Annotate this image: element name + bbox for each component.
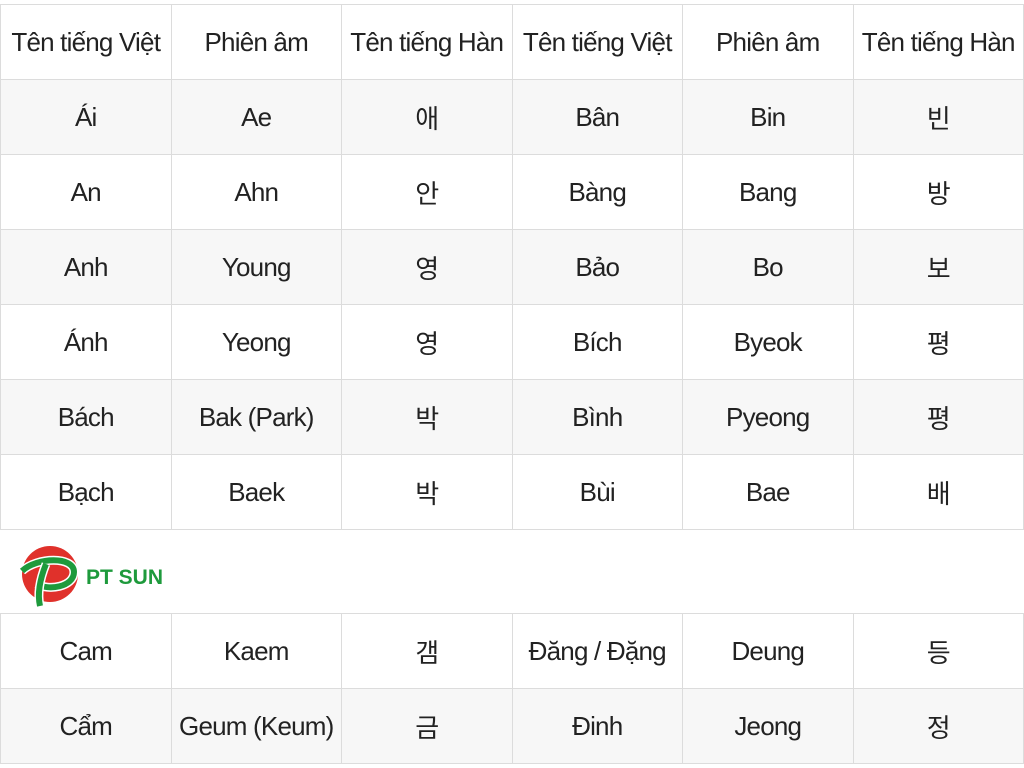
table-cell: 애: [341, 79, 513, 155]
table-cell: 박: [341, 454, 513, 530]
table-cell: Bàng: [511, 154, 683, 230]
logo-text: PT SUN: [86, 566, 163, 589]
table-cell: Đinh: [511, 688, 683, 764]
column-header: Tên tiếng Hàn: [852, 4, 1024, 80]
table-cell: Đăng / Đặng: [511, 613, 683, 689]
table-row: Cẩm Geum (Keum) 금 Đinh Jeong 정: [0, 688, 1024, 764]
table-cell: Baek: [170, 454, 342, 530]
column-header: Tên tiếng Hàn: [341, 4, 513, 80]
table-row: Bách Bak (Park) 박 Bình Pyeong 평: [0, 379, 1024, 455]
name-table-2: Cam Kaem 갬 Đăng / Đặng Deung 등 Cẩm Geum (Keum) 금…: [0, 613, 1024, 764]
table-cell: Bảo: [511, 229, 683, 305]
table-cell: Pyeong: [682, 379, 854, 455]
table-cell: 금: [341, 688, 513, 764]
table-cell: Bang: [682, 154, 854, 230]
table-cell: Ae: [170, 79, 342, 155]
table-cell: 영: [341, 229, 513, 305]
column-header: Tên tiếng Việt: [0, 4, 172, 80]
column-header: Phiên âm: [170, 4, 342, 80]
table-cell: Deung: [682, 613, 854, 689]
table-cell: Bân: [511, 79, 683, 155]
table-cell: 평: [852, 304, 1024, 380]
table-cell: Bình: [511, 379, 683, 455]
table-cell: Bin: [682, 79, 854, 155]
table-cell: Yeong: [170, 304, 342, 380]
table-cell: Ái: [0, 79, 172, 155]
column-header: Tên tiếng Việt: [511, 4, 683, 80]
table-cell: Bích: [511, 304, 683, 380]
table-cell: 평: [852, 379, 1024, 455]
table-row: An Ahn 안 Bàng Bang 방: [0, 154, 1024, 230]
table-cell: Jeong: [682, 688, 854, 764]
table-cell: Young: [170, 229, 342, 305]
table-cell: 박: [341, 379, 513, 455]
table-cell: Bách: [0, 379, 172, 455]
table-row: Anh Young 영 Bảo Bo 보: [0, 229, 1024, 305]
table-cell: 정: [852, 688, 1024, 764]
table-cell: Cam: [0, 613, 172, 689]
table-cell: Ánh: [0, 304, 172, 380]
table-cell: 갬: [341, 613, 513, 689]
table-cell: 등: [852, 613, 1024, 689]
table-cell: Kaem: [170, 613, 342, 689]
table-cell: 배: [852, 454, 1024, 530]
table-cell: 영: [341, 304, 513, 380]
table-cell: Bạch: [0, 454, 172, 530]
table-cell: 안: [341, 154, 513, 230]
table-row: Ánh Yeong 영 Bích Byeok 평: [0, 304, 1024, 380]
table-cell: Anh: [0, 229, 172, 305]
table-cell: Cẩm: [0, 688, 172, 764]
table-row: Cam Kaem 갬 Đăng / Đặng Deung 등: [0, 613, 1024, 689]
name-table-1: Tên tiếng Việt Phiên âm Tên tiếng Hàn Tên t…: [0, 4, 1024, 530]
column-header: Phiên âm: [682, 4, 854, 80]
table-cell: Bo: [682, 229, 854, 305]
table-header-row: Tên tiếng Việt Phiên âm Tên tiếng Hàn Tên t…: [0, 4, 1024, 80]
table-cell: 보: [852, 229, 1024, 305]
table-cell: 방: [852, 154, 1024, 230]
table-cell: 빈: [852, 79, 1024, 155]
table-cell: Bae: [682, 454, 854, 530]
table-cell: Geum (Keum): [170, 688, 342, 764]
table-row: Bạch Baek 박 Bùi Bae 배: [0, 454, 1024, 530]
table-cell: Bak (Park): [170, 379, 342, 455]
logo-icon: PT SUN: [18, 546, 163, 608]
table-cell: Byeok: [682, 304, 854, 380]
table-cell: An: [0, 154, 172, 230]
table-cell: Ahn: [170, 154, 342, 230]
pt-sun-logo: PT SUN: [14, 542, 184, 608]
table-row: Ái Ae 애 Bân Bin 빈: [0, 79, 1024, 155]
table-cell: Bùi: [511, 454, 683, 530]
